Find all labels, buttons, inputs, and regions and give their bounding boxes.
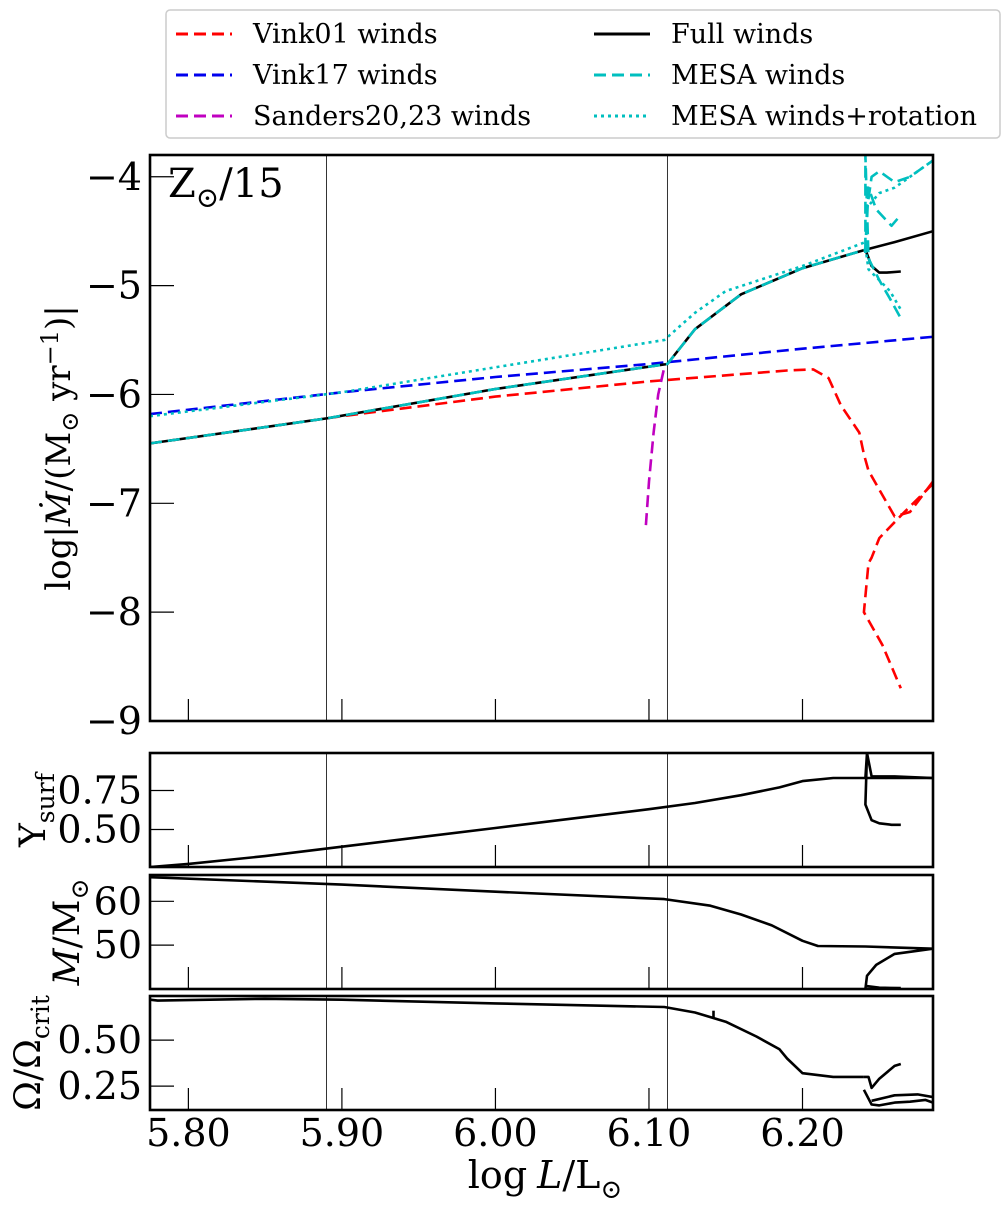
y-tick-label: −7 — [86, 481, 142, 525]
svg-text:log|Ṁ/(M⊙ yr−1)|: log|Ṁ/(M⊙ yr−1)| — [36, 305, 84, 590]
series-line-omega-4 — [871, 1093, 933, 1103]
legend-entry: Full winds — [594, 19, 813, 50]
legend-entry: Vink01 winds — [176, 19, 438, 50]
series-line-mdot-7 — [864, 159, 933, 254]
series-line-omega-3 — [862, 1089, 933, 1107]
legend-label: Vink17 winds — [252, 60, 438, 91]
x-tick-label: 6.00 — [453, 1111, 538, 1155]
series-line-mdot-10 — [150, 240, 866, 418]
x-axis-label: log L/L⊙ — [468, 1153, 622, 1205]
y-tick-label: 0.50 — [57, 808, 142, 852]
svg-text:M/M⊙: M/M⊙ — [47, 879, 94, 987]
y-tick-label: −4 — [86, 155, 142, 199]
x-tick-label: 5.80 — [146, 1111, 231, 1155]
legend-label: Sanders20,23 winds — [253, 101, 531, 132]
y-axis-label-ysurf: Ysurf — [13, 771, 60, 848]
y-tick-label: 0.25 — [57, 1064, 142, 1108]
legend-entry: Vink17 winds — [176, 60, 438, 91]
series-line-mdot-11 — [864, 247, 902, 311]
series-line-mdot-12 — [864, 159, 933, 211]
legend-entry: MESA winds+rotation — [594, 101, 977, 132]
y-tick-label: −6 — [86, 372, 142, 416]
y-tick-label: −5 — [86, 264, 142, 308]
series-line-ysurf-2 — [865, 753, 933, 780]
y-tick-label: −8 — [86, 590, 142, 634]
series-line-mdot-6 — [150, 248, 866, 445]
y-tick-label: 50 — [94, 923, 142, 967]
x-tick-label: 6.10 — [607, 1111, 692, 1155]
series-line-mass-1 — [864, 947, 933, 989]
axes-frame — [148, 153, 935, 723]
y-tick-label: 0.75 — [57, 768, 142, 812]
y-axis-label-omega: Ω/Ωcrit — [8, 995, 55, 1111]
series-line-ysurf-1 — [864, 753, 901, 827]
axes-frame — [148, 994, 935, 1112]
legend-label: MESA winds+rotation — [671, 101, 977, 132]
series-line-mdot-1 — [862, 482, 933, 689]
y-tick-label: 0.50 — [57, 1018, 142, 1062]
series-line-mdot-3 — [644, 367, 666, 526]
y-axis-label-mass: M/M⊙ — [47, 879, 94, 987]
series-line-omega-2 — [863, 1062, 902, 1090]
series-line-mdot-8 — [864, 186, 902, 254]
legend: Vink01 winds Vink17 winds Sanders20,23 win… — [165, 9, 1001, 139]
axes-frame — [148, 873, 935, 991]
x-tick-label: 6.20 — [760, 1111, 845, 1155]
legend-label: MESA winds — [671, 60, 845, 91]
y-tick-label: 60 — [94, 879, 142, 923]
legend-entry: Sanders20,23 winds — [176, 101, 531, 132]
panel-mdot: −9 −8 −7 −6 −5 −4 log|Ṁ/(M⊙ yr−1)| Z⊙/15 — [36, 153, 935, 743]
series-line-omega-0 — [150, 997, 864, 1079]
series-line-mass-0 — [150, 875, 933, 950]
series-line-mdot-0 — [150, 368, 933, 518]
y-axis-label-mdot: log|Ṁ/(M⊙ yr−1)| — [36, 305, 84, 590]
legend-label: Full winds — [671, 19, 813, 50]
series-line-mdot-2 — [150, 335, 933, 416]
axes-frame — [148, 751, 935, 869]
svg-text:Ω/Ωcrit: Ω/Ωcrit — [8, 995, 55, 1111]
series-line-ysurf-0 — [150, 776, 933, 867]
x-tick-label: 5.90 — [300, 1111, 385, 1155]
legend-label: Vink01 winds — [252, 19, 438, 50]
y-tick-label: −9 — [86, 699, 142, 743]
legend-frame — [165, 9, 1001, 139]
panel-omega: 0.250.50 5.80 5.90 6.00 6.10 6.20 Ω/Ωcrit — [8, 994, 935, 1155]
svg-text:Ysurf: Ysurf — [13, 771, 60, 848]
metallicity-annotation: Z⊙/15 — [168, 161, 284, 214]
series-line-mdot-9 — [864, 155, 902, 319]
legend-entry: MESA winds — [594, 60, 845, 91]
